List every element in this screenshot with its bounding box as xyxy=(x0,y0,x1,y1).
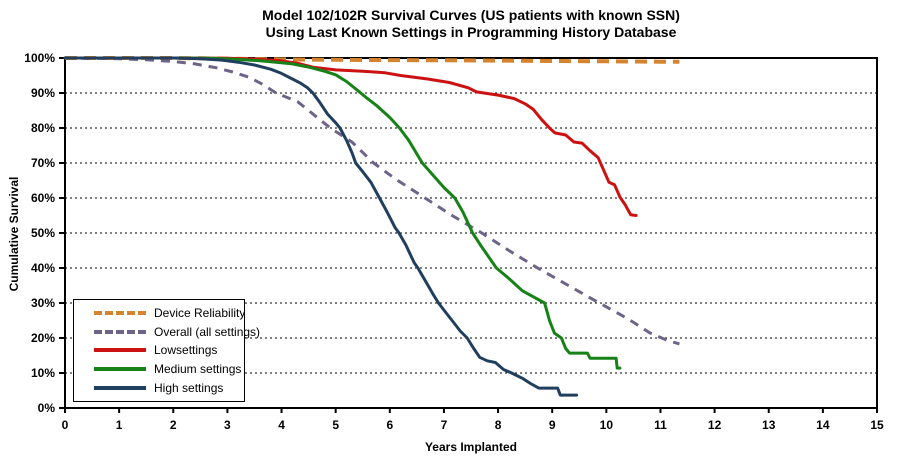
legend-label-device-reliability: Device Reliability xyxy=(154,305,246,320)
y-axis-title: Cumulative Survival xyxy=(7,176,21,292)
legend-item-medium-settings: Medium settings xyxy=(94,361,244,377)
x-tick-label: 2 xyxy=(170,418,177,432)
x-tick-label: 4 xyxy=(278,418,285,432)
x-tick-label: 6 xyxy=(386,418,393,432)
legend-label-overall-all-settings: Overall (all settings) xyxy=(154,324,261,339)
legend-line-sample-overall-all-settings xyxy=(94,329,146,334)
x-tick-label: 8 xyxy=(495,418,502,432)
x-tick-label: 7 xyxy=(441,418,448,432)
legend-label-medium-settings: Medium settings xyxy=(154,362,242,377)
legend-line-sample-device-reliability xyxy=(94,310,146,315)
y-tick-label: 90% xyxy=(31,86,55,100)
y-tick-label: 40% xyxy=(31,261,55,275)
chart-title-block: Model 102/102R Survival Curves (US patie… xyxy=(65,7,877,41)
y-tick-label: 100% xyxy=(24,51,55,65)
x-tick-label: 14 xyxy=(816,418,830,432)
series-medium-settings-line xyxy=(63,56,622,370)
legend-item-device-reliability: Device Reliability xyxy=(94,305,246,321)
legend-box: Device Reliability Overall (all settings)… xyxy=(73,299,260,402)
y-tick-label: 50% xyxy=(31,226,55,240)
legend-line-sample-lowsettings xyxy=(94,348,146,353)
x-tick-label: 12 xyxy=(708,418,722,432)
x-tick-label: 11 xyxy=(654,418,667,432)
y-tick-label: 20% xyxy=(31,331,55,345)
x-tick-label: 15 xyxy=(870,418,884,432)
series-overall-all-settings-line xyxy=(64,56,680,346)
x-tick-label: 1 xyxy=(116,418,123,432)
x-tick-label: 3 xyxy=(224,418,231,432)
y-tick-label: 10% xyxy=(31,366,55,380)
legend-label-high-settings: High settings xyxy=(154,381,224,396)
series-high-settings-line xyxy=(63,56,579,397)
legend-line-sample-medium-settings xyxy=(94,367,146,372)
chart-subtitle: Using Last Known Settings in Programming… xyxy=(265,24,677,40)
y-tick-label: 80% xyxy=(31,121,55,135)
y-tick-label: 30% xyxy=(31,296,55,310)
y-tick-label: 70% xyxy=(31,156,55,170)
legend-item-high-settings: High settings xyxy=(94,380,244,396)
chart-title: Model 102/102R Survival Curves (US patie… xyxy=(262,7,680,23)
legend-label-lowsettings: Lowsettings xyxy=(154,343,218,358)
series-lowsettings-line xyxy=(63,56,638,217)
x-tick-label: 5 xyxy=(332,418,339,432)
x-axis-title: Years Implanted xyxy=(424,440,518,454)
y-tick-label: 0% xyxy=(38,401,56,415)
x-tick-label: 13 xyxy=(762,418,776,432)
x-tick-label: 0 xyxy=(62,418,69,432)
legend-item-lowsettings: Lowsettings xyxy=(94,342,244,358)
legend-line-sample-high-settings xyxy=(94,386,146,391)
y-tick-label: 60% xyxy=(31,191,55,205)
legend-item-overall-all-settings: Overall (all settings) xyxy=(94,324,260,340)
x-tick-label: 9 xyxy=(549,418,556,432)
x-tick-label: 10 xyxy=(600,418,614,432)
